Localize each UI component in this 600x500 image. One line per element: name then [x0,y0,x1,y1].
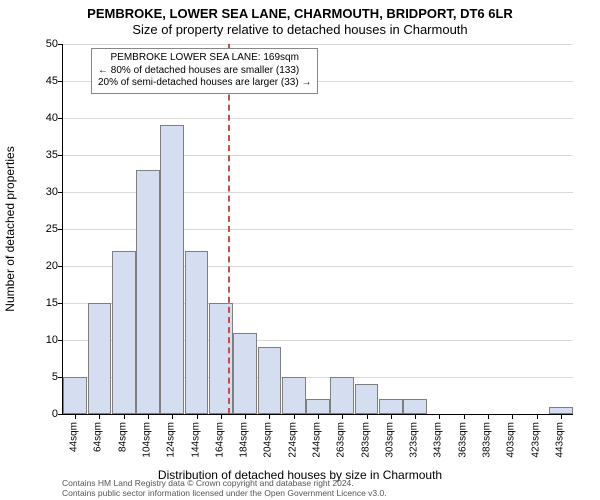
y-axis-label: Number of detached properties [3,146,17,311]
histogram-bar [233,333,257,414]
annotation-line3: 20% of semi-detached houses are larger (… [98,77,311,90]
ytick-label: 20 [28,260,58,272]
xtick-label: 343sqm [433,422,444,458]
xtick-mark [197,414,198,419]
xtick-label: 303sqm [384,422,395,458]
xtick-mark [391,414,392,419]
annotation-line2: ← 80% of detached houses are smaller (13… [98,65,311,78]
xtick-mark [342,414,343,419]
xtick-label: 363sqm [457,422,468,458]
xtick-label: 44sqm [69,422,80,452]
gridline-h [63,118,573,119]
footer-line1: Contains HM Land Registry data © Crown c… [62,478,387,488]
xtick-label: 263sqm [336,422,347,458]
xtick-mark [172,414,173,419]
histogram-bar [63,377,87,414]
xtick-mark [124,414,125,419]
histogram-bar [160,125,184,414]
histogram-bar [136,170,160,414]
ytick-mark [58,229,63,230]
chart-title-subtitle: Size of property relative to detached ho… [0,22,600,37]
histogram-bar [330,377,354,414]
xtick-mark [75,414,76,419]
xtick-label: 164sqm [214,422,225,458]
gridline-h [63,44,573,45]
histogram-bar [88,303,112,414]
xtick-label: 184sqm [239,422,250,458]
histogram-bar [355,384,379,414]
xtick-mark [512,414,513,419]
ytick-label: 30 [28,186,58,198]
xtick-label: 423sqm [530,422,541,458]
xtick-label: 104sqm [142,422,153,458]
ytick-mark [58,303,63,304]
xtick-label: 283sqm [360,422,371,458]
annotation-line1: PEMBROKE LOWER SEA LANE: 169sqm [98,52,311,65]
plot-area: PEMBROKE LOWER SEA LANE: 169sqm ← 80% of… [62,44,573,415]
reference-vline [228,44,230,414]
xtick-mark [561,414,562,419]
xtick-mark [464,414,465,419]
histogram-bar [403,399,427,414]
ytick-label: 45 [28,75,58,87]
xtick-mark [439,414,440,419]
ytick-mark [58,192,63,193]
xtick-mark [537,414,538,419]
xtick-label: 84sqm [117,422,128,452]
ytick-label: 35 [28,149,58,161]
ytick-label: 50 [28,38,58,50]
xtick-mark [99,414,100,419]
ytick-mark [58,340,63,341]
ytick-label: 40 [28,112,58,124]
xtick-mark [148,414,149,419]
ytick-label: 5 [28,371,58,383]
xtick-mark [294,414,295,419]
ytick-label: 0 [28,408,58,420]
ytick-label: 10 [28,334,58,346]
xtick-mark [269,414,270,419]
histogram-bar [112,251,136,414]
xtick-mark [245,414,246,419]
histogram-bar [282,377,306,414]
histogram-bar [379,399,403,414]
xtick-label: 244sqm [312,422,323,458]
ytick-mark [58,44,63,45]
ytick-label: 25 [28,223,58,235]
histogram-bar [185,251,209,414]
gridline-h [63,155,573,156]
xtick-mark [488,414,489,419]
annotation-box: PEMBROKE LOWER SEA LANE: 169sqm ← 80% of… [91,48,318,94]
xtick-label: 224sqm [287,422,298,458]
ytick-mark [58,414,63,415]
xtick-label: 64sqm [93,422,104,452]
xtick-mark [367,414,368,419]
chart-title-address: PEMBROKE, LOWER SEA LANE, CHARMOUTH, BRI… [0,6,600,21]
ytick-mark [58,118,63,119]
footer-attribution: Contains HM Land Registry data © Crown c… [62,478,387,498]
xtick-label: 124sqm [166,422,177,458]
xtick-mark [221,414,222,419]
xtick-label: 323sqm [409,422,420,458]
ytick-label: 15 [28,297,58,309]
footer-line2: Contains public sector information licen… [62,488,387,498]
ytick-mark [58,266,63,267]
xtick-mark [318,414,319,419]
histogram-bar [549,407,573,414]
xtick-label: 204sqm [263,422,274,458]
xtick-label: 144sqm [190,422,201,458]
xtick-mark [415,414,416,419]
ytick-mark [58,81,63,82]
xtick-label: 443sqm [554,422,565,458]
xtick-label: 383sqm [482,422,493,458]
histogram-bar [258,347,282,414]
ytick-mark [58,155,63,156]
histogram-bar [306,399,330,414]
xtick-label: 403sqm [506,422,517,458]
